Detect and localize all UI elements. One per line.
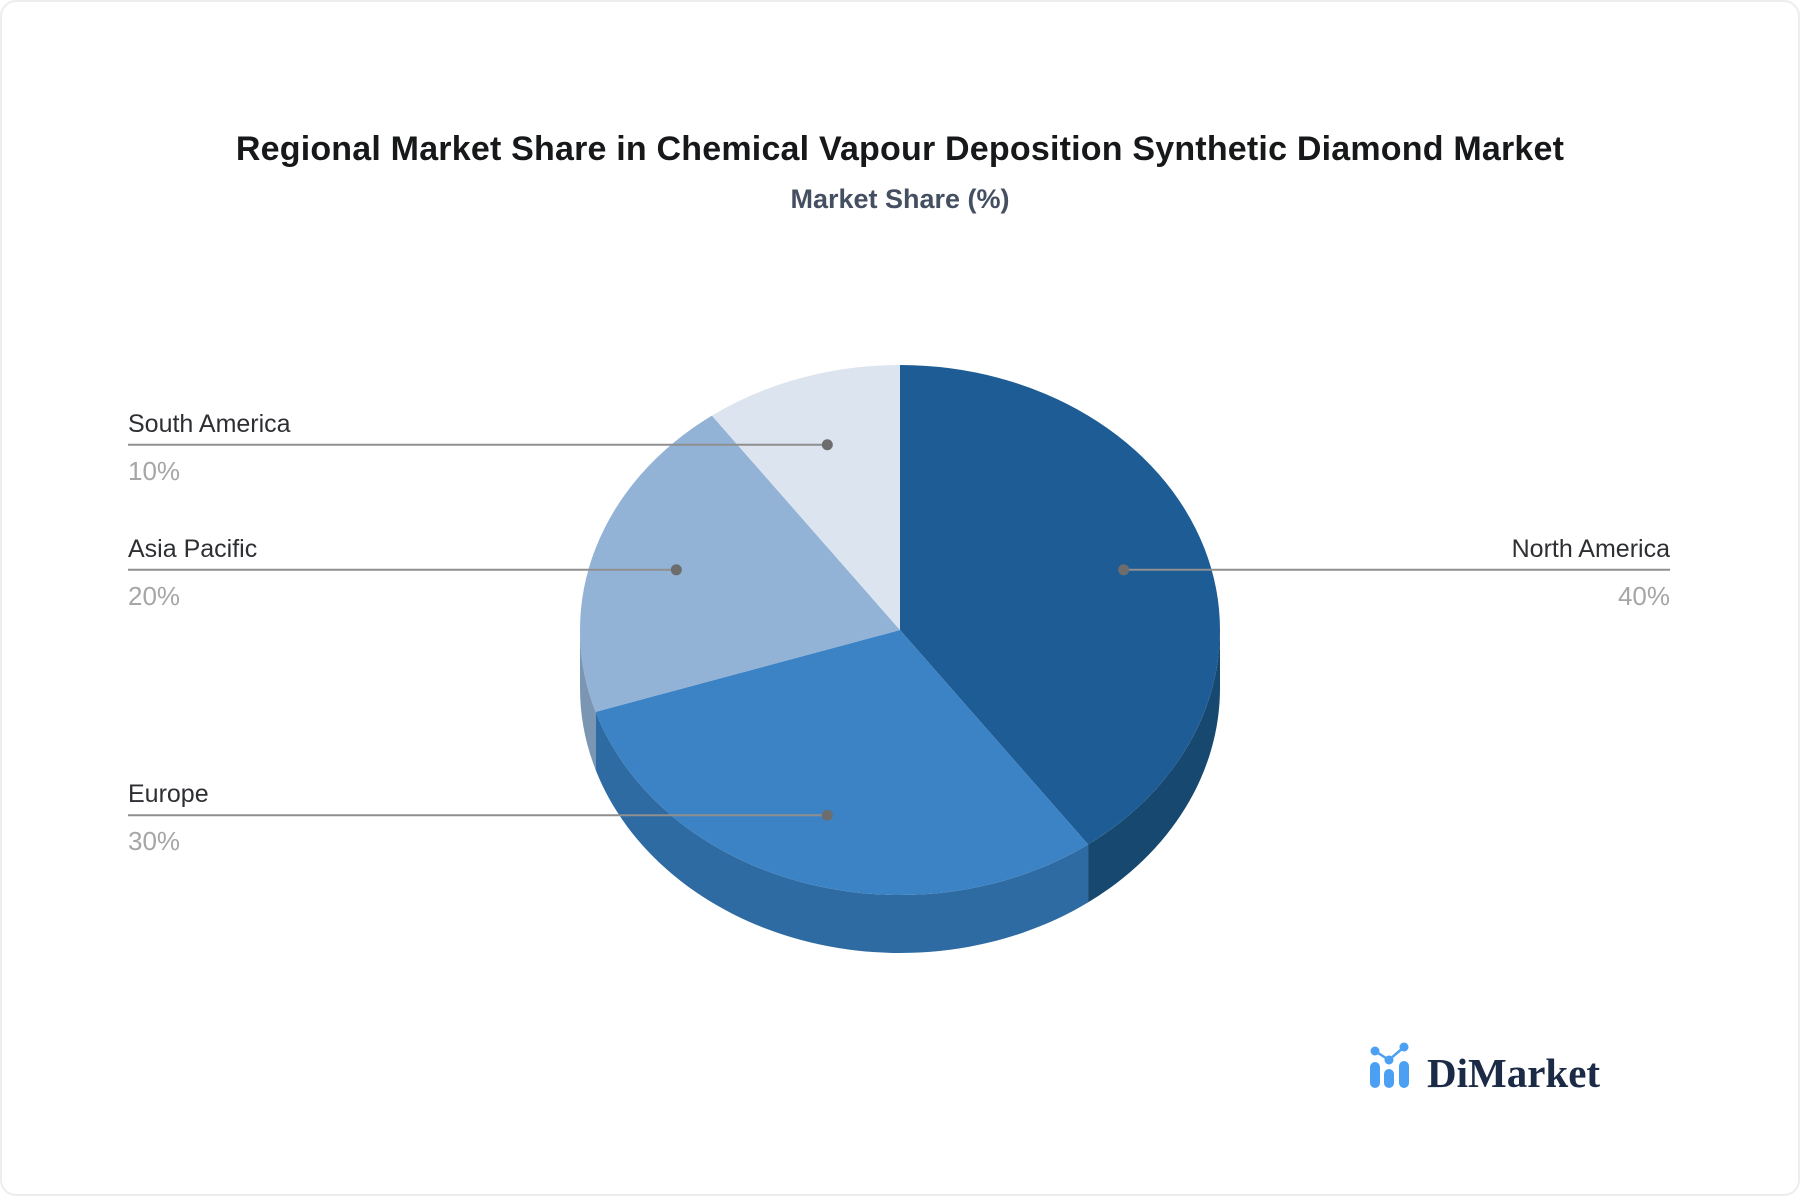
pie-slice-south-america[interactable]	[711, 365, 900, 630]
pie-slice-side-north-america	[1088, 630, 1220, 903]
chart-title: Regional Market Share in Chemical Vapour…	[235, 130, 1565, 168]
callout-label-name: North America	[1511, 534, 1670, 563]
pie-slice-europe[interactable]	[595, 630, 1089, 896]
callout-label-value: 30%	[128, 826, 181, 857]
logo-sparkline-dot	[1370, 1046, 1380, 1056]
dimarket-logo: DiMarket	[1366, 1040, 1601, 1097]
logo-bar	[1399, 1061, 1409, 1088]
callout-label-value: 40%	[1617, 580, 1670, 611]
pie-slice-side-europe	[595, 711, 1089, 954]
callout-dot-south-america	[821, 439, 833, 451]
pie-slice-side-asia-pacific	[580, 630, 596, 770]
pie-slice-asia-pacific[interactable]	[579, 415, 900, 712]
callout-dot-europe	[821, 809, 833, 821]
logo-text: DiMarket	[1427, 1050, 1601, 1097]
callout-label-name: Asia Pacific	[128, 534, 258, 563]
logo-bar	[1370, 1062, 1380, 1088]
callout-label-name: Europe	[128, 780, 209, 809]
callout-label-name: South America	[128, 409, 291, 438]
pie-slice-north-america[interactable]	[900, 365, 1221, 845]
logo-sparkline-dot	[1399, 1042, 1409, 1052]
logo-sparkline-dot	[1384, 1055, 1394, 1065]
callout-label-value: 20%	[128, 580, 181, 611]
callout-dot-north-america	[1118, 564, 1130, 576]
callout-dot-asia-pacific	[670, 564, 682, 576]
chart-subtitle: Market Share (%)	[790, 184, 1010, 214]
callout-label-value: 10%	[128, 455, 181, 486]
logo-bar	[1384, 1069, 1394, 1088]
bar-chart-sparkline-icon	[1370, 1042, 1409, 1088]
